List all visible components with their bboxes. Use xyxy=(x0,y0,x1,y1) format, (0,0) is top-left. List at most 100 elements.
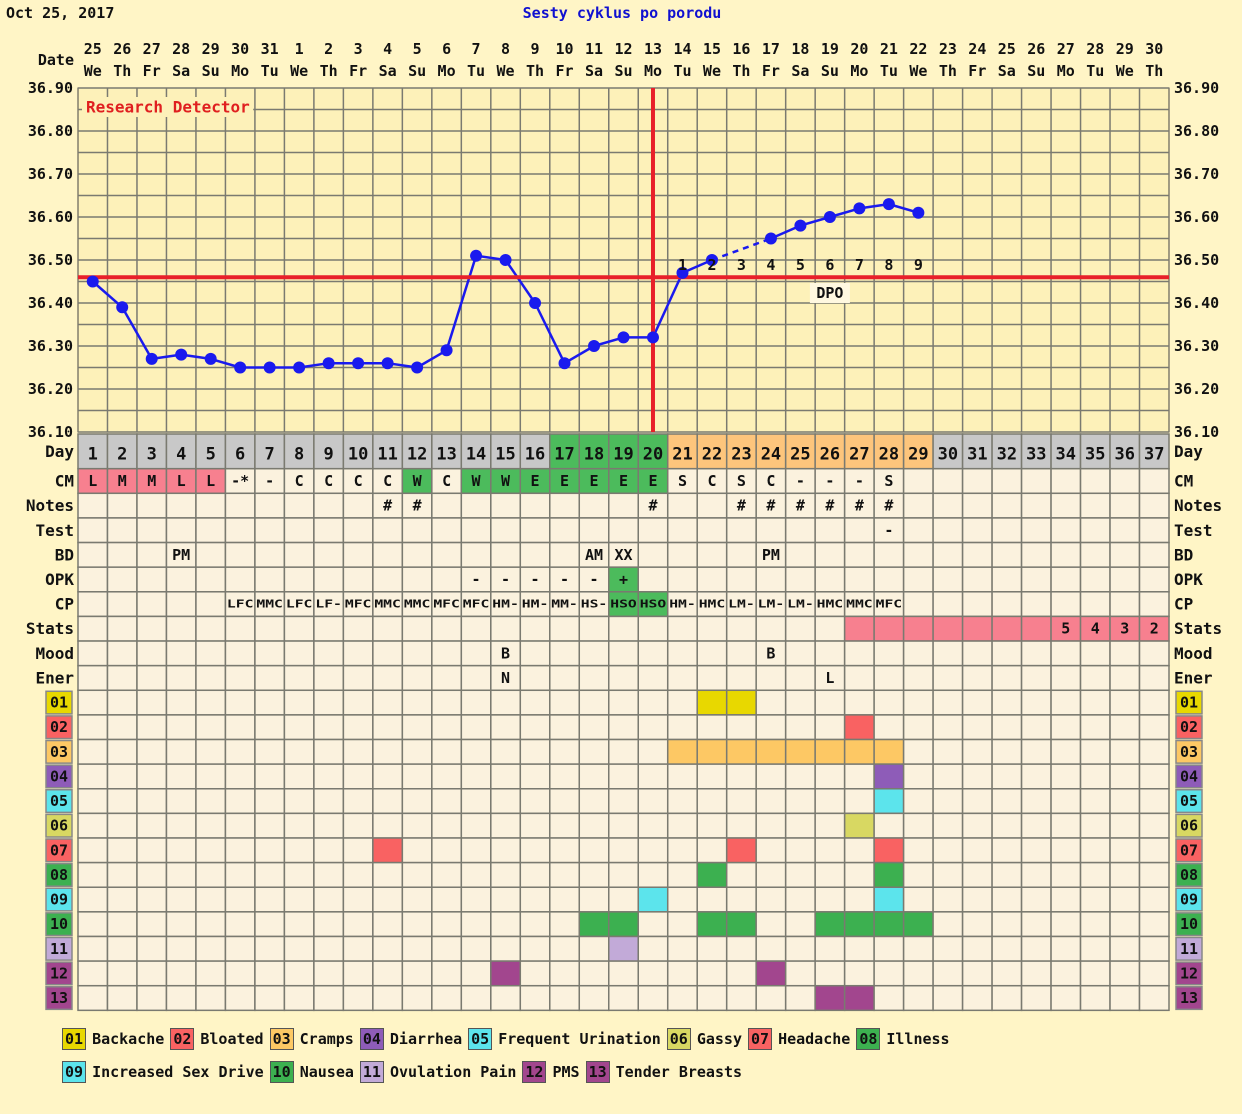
symptom-cell xyxy=(784,984,816,1012)
cell-value-day: 2 xyxy=(117,444,127,464)
symptom-cell xyxy=(1109,738,1141,765)
symptom-cell xyxy=(637,763,669,790)
symptom-cell xyxy=(313,714,345,741)
symptom-cell xyxy=(961,960,993,987)
cell-value-notes: # xyxy=(737,497,746,515)
symptom-cell xyxy=(549,689,581,716)
date-cell: 27 xyxy=(143,40,161,58)
cell-ener xyxy=(136,664,168,692)
weekday-cell: Tu xyxy=(673,62,691,80)
symptom-badge-right xyxy=(1175,912,1203,937)
weekday-cell: Sa xyxy=(172,62,190,80)
symptom-cell xyxy=(637,911,669,938)
legend-label: Frequent Urination xyxy=(498,1030,661,1048)
cell-stats xyxy=(1138,615,1170,642)
cell-test xyxy=(608,517,639,544)
cell-cp xyxy=(1020,591,1052,618)
symptom-cell xyxy=(608,984,639,1012)
cell-mood xyxy=(313,640,345,667)
symptom-cell xyxy=(136,984,168,1012)
cell-ener xyxy=(431,664,463,692)
symptom-cell xyxy=(136,738,168,765)
symptom-cell xyxy=(578,689,610,716)
row-label-cp: CP xyxy=(55,595,74,614)
date-cell: 4 xyxy=(383,40,392,58)
symptom-cell xyxy=(342,714,374,741)
legend-swatch: 08 xyxy=(856,1028,881,1050)
cell-value-day: 19 xyxy=(613,444,633,464)
symptom-cell xyxy=(873,689,905,716)
symptom-badge-right xyxy=(1175,887,1203,912)
symptom-cell xyxy=(195,812,227,839)
symptom-badge-right-code: 07 xyxy=(1180,841,1198,859)
cell-opk xyxy=(725,566,757,593)
symptom-cell xyxy=(195,960,227,987)
cell-stats xyxy=(460,615,492,642)
symptom-cell xyxy=(460,812,492,839)
date-cell: 31 xyxy=(261,40,279,58)
cell-test xyxy=(136,517,168,544)
cell-opk xyxy=(372,566,404,593)
symptom-cell xyxy=(932,935,964,962)
cell-test xyxy=(1020,517,1052,544)
symptom-cell xyxy=(991,812,1023,839)
y-tick-left: 36.80 xyxy=(28,122,73,140)
cell-ener xyxy=(224,664,256,692)
symptom-cell xyxy=(725,911,757,938)
cell-cm xyxy=(1050,467,1082,495)
cell-mood xyxy=(549,640,581,667)
symptom-cell xyxy=(608,714,639,741)
cell-ener xyxy=(195,664,227,692)
symptom-cell xyxy=(254,837,286,864)
cell-test xyxy=(165,517,197,544)
symptom-cell xyxy=(784,861,816,888)
symptom-cell xyxy=(136,911,168,938)
temperature-point xyxy=(145,352,158,365)
symptom-cell xyxy=(1138,886,1170,913)
cell-value-cm: S xyxy=(678,472,687,490)
row-label-right-ener: Ener xyxy=(1174,668,1213,687)
cell-test xyxy=(932,517,964,544)
temperature-point xyxy=(499,254,512,266)
symptom-cell xyxy=(549,788,581,815)
cell-value-cp: MMC xyxy=(846,598,872,611)
temperature-segment xyxy=(533,302,566,364)
cell-value-cm: - xyxy=(825,472,834,490)
symptom-cell xyxy=(873,911,905,938)
symptom-cell xyxy=(519,886,551,913)
symptom-cell xyxy=(696,689,728,716)
symptom-badge-left xyxy=(45,715,73,740)
cell-value-cm: C xyxy=(354,472,363,490)
cell-cm xyxy=(195,467,227,495)
legend-label: Bloated xyxy=(200,1030,264,1048)
symptom-cell xyxy=(313,960,345,987)
symptom-cell xyxy=(372,911,404,938)
weekday-cell: We xyxy=(909,62,927,80)
cell-test xyxy=(1050,517,1082,544)
cell-value-cm: L xyxy=(88,472,97,490)
cell-mood xyxy=(106,640,138,667)
cell-value-cp: HM- xyxy=(669,598,695,611)
y-tick-right: 36.90 xyxy=(1174,79,1219,97)
cell-bd xyxy=(254,541,286,568)
symptom-cell xyxy=(814,861,846,888)
symptom-cell xyxy=(490,788,522,815)
cell-value-day: 36 xyxy=(1115,444,1135,464)
symptom-badge-right xyxy=(1175,961,1203,986)
date-cell: 23 xyxy=(939,40,957,58)
symptom-cell xyxy=(195,763,227,790)
symptom-cell xyxy=(342,911,374,938)
dpo-number: 9 xyxy=(914,256,923,274)
cell-stats xyxy=(814,615,846,642)
symptom-cell xyxy=(578,935,610,962)
symptom-cell xyxy=(106,689,138,716)
symptom-cell xyxy=(666,960,698,987)
row-label-mood: Mood xyxy=(35,644,74,663)
symptom-cell xyxy=(195,738,227,765)
symptom-cell xyxy=(254,911,286,938)
symptom-cell xyxy=(283,763,315,790)
cell-ener xyxy=(460,664,492,692)
symptom-cell xyxy=(254,714,286,741)
cell-ener xyxy=(1020,664,1052,692)
cell-notes xyxy=(254,492,286,519)
